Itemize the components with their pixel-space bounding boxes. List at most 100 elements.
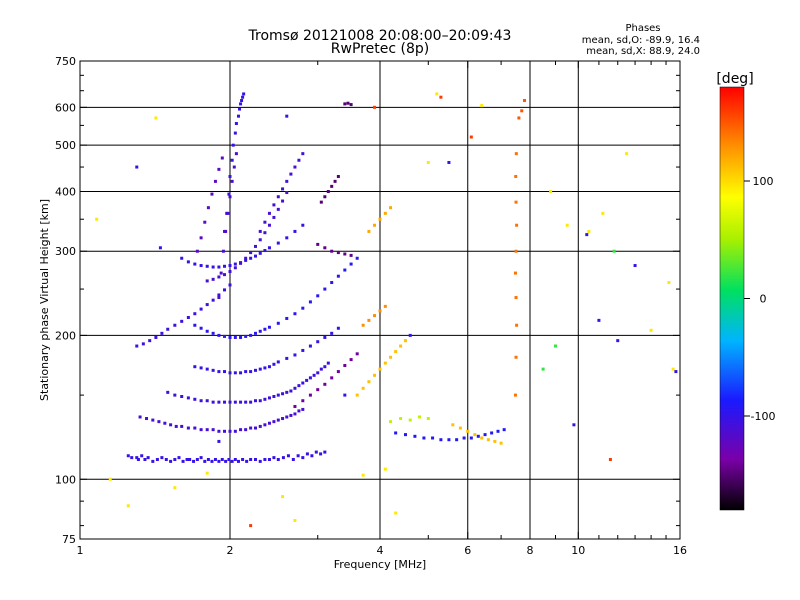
- chart-title: Tromsø 20121008 20:08:00–20:09:43: [248, 28, 512, 44]
- data-point: [276, 393, 280, 397]
- data-point: [205, 399, 209, 403]
- data-point: [333, 179, 337, 183]
- data-point: [308, 393, 312, 397]
- data-point: [355, 256, 359, 260]
- data-point: [136, 457, 140, 461]
- data-point: [227, 457, 231, 461]
- data-point: [239, 261, 243, 265]
- data-point: [458, 426, 462, 430]
- data-point: [276, 360, 280, 364]
- data-point: [143, 457, 147, 461]
- data-point: [674, 370, 678, 374]
- data-point: [343, 363, 347, 367]
- data-point: [297, 158, 301, 162]
- data-point: [336, 370, 340, 374]
- data-point: [151, 418, 155, 422]
- y-tick-label: 200: [55, 329, 76, 342]
- colorbar-tick-label: -100: [751, 410, 776, 423]
- data-point: [228, 371, 232, 375]
- data-point: [263, 397, 267, 401]
- data-point: [319, 452, 323, 456]
- x-tick-label: 2: [227, 544, 234, 557]
- data-point: [336, 274, 340, 278]
- y-axis-label: Stationary phase Virtual Height [km]: [38, 199, 51, 401]
- data-point: [239, 371, 243, 375]
- data-point: [285, 179, 289, 183]
- data-point: [263, 231, 267, 235]
- data-point: [323, 382, 327, 386]
- data-point: [199, 399, 203, 403]
- y-tick-label: 400: [55, 185, 76, 198]
- x-tick-label: 16: [673, 544, 687, 557]
- data-point: [361, 473, 365, 477]
- data-point: [199, 236, 203, 240]
- data-point: [378, 309, 382, 313]
- data-point: [140, 454, 144, 458]
- data-point: [148, 339, 152, 343]
- data-point: [223, 400, 227, 404]
- data-point: [217, 293, 221, 297]
- data-point: [126, 504, 130, 508]
- data-point: [206, 457, 210, 461]
- data-point: [135, 344, 139, 348]
- data-point: [180, 424, 184, 428]
- colorbar-ticks: -100 0 100: [744, 175, 775, 423]
- data-point: [258, 459, 262, 463]
- data-point: [310, 454, 314, 458]
- data-point: [151, 459, 155, 463]
- data-point: [587, 229, 591, 233]
- x-tick-label: 10: [571, 544, 585, 557]
- data-point: [502, 428, 506, 432]
- data-point: [301, 399, 305, 403]
- data-point: [258, 367, 262, 371]
- data-point: [135, 456, 139, 460]
- data-point: [513, 393, 517, 397]
- data-point: [297, 409, 301, 413]
- data-point: [163, 421, 167, 425]
- data-point: [308, 300, 312, 304]
- data-point: [330, 331, 334, 335]
- data-point: [217, 400, 221, 404]
- data-point: [330, 281, 334, 285]
- data-point: [233, 429, 237, 433]
- data-point: [239, 428, 243, 432]
- data-point: [258, 229, 262, 233]
- data-point: [565, 223, 569, 227]
- data-point: [186, 396, 190, 400]
- data-point: [367, 229, 371, 233]
- x-axis-label: Frequency [MHz]: [334, 558, 426, 571]
- data-points: [95, 92, 678, 528]
- data-point: [293, 518, 297, 522]
- data-point: [166, 327, 170, 331]
- data-point: [217, 167, 221, 171]
- data-point: [180, 394, 184, 398]
- data-point: [166, 390, 170, 394]
- data-point: [520, 109, 524, 113]
- data-point: [205, 428, 209, 432]
- data-point: [281, 392, 285, 396]
- data-point: [373, 314, 377, 318]
- data-point: [185, 457, 189, 461]
- data-point: [228, 195, 232, 199]
- data-point: [293, 312, 297, 316]
- data-point: [285, 356, 289, 360]
- data-point: [276, 241, 280, 245]
- data-point: [276, 195, 280, 199]
- data-point: [336, 251, 340, 255]
- data-point: [323, 365, 327, 369]
- data-point: [293, 229, 297, 233]
- data-point: [276, 457, 280, 461]
- data-point: [466, 429, 470, 433]
- data-point: [223, 334, 227, 338]
- data-point: [483, 433, 487, 437]
- data-point: [233, 400, 237, 404]
- data-point: [173, 486, 177, 490]
- data-point: [413, 434, 417, 438]
- data-point: [238, 107, 242, 111]
- data-point: [399, 344, 403, 348]
- data-point: [141, 342, 145, 346]
- data-point: [330, 184, 334, 188]
- data-point: [473, 433, 477, 437]
- data-point: [193, 262, 197, 266]
- data-point: [249, 256, 253, 260]
